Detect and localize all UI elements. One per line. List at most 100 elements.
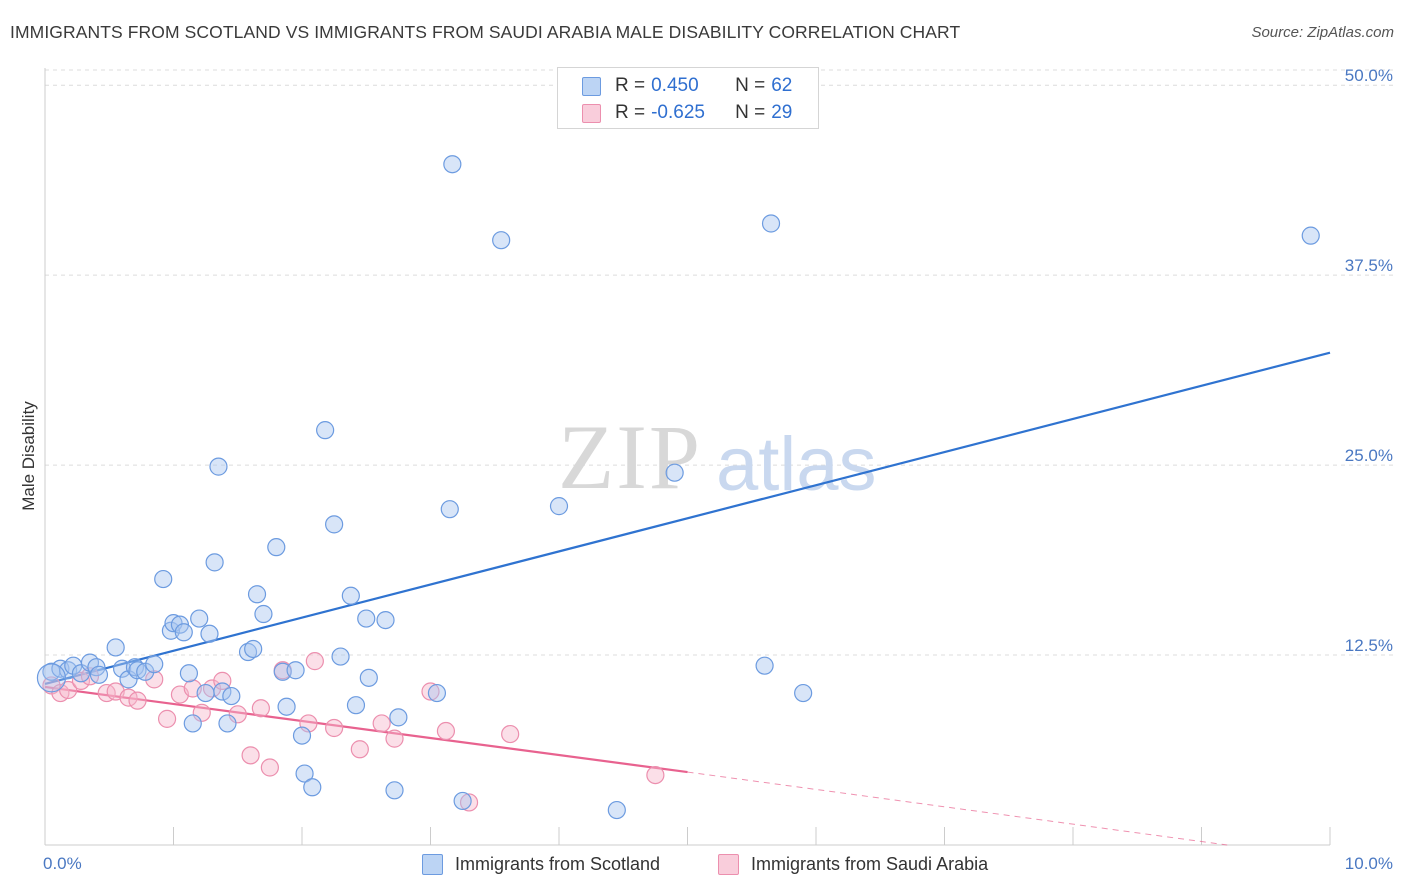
data-point-scotland — [218, 714, 237, 733]
data-point-saudi-arabia — [228, 705, 247, 724]
data-point-scotland — [549, 497, 569, 516]
data-point-scotland — [755, 656, 774, 675]
data-point-scotland — [154, 569, 173, 589]
data-point-scotland — [665, 463, 684, 482]
data-point-saudi-arabia — [385, 729, 404, 748]
data-point-scotland — [213, 682, 232, 701]
legend-r-label: R = — [615, 75, 646, 96]
data-point-saudi-arabia — [128, 691, 147, 710]
data-point-scotland — [492, 231, 511, 250]
source-label: Source: ZipAtlas.com — [1251, 24, 1394, 41]
data-point-scotland — [89, 665, 109, 684]
data-point-cluster-scotland — [36, 663, 67, 693]
data-point-scotland — [247, 585, 267, 604]
bottom-legend-scotland: Immigrants from Scotland — [422, 851, 660, 877]
data-point-scotland — [346, 696, 366, 715]
data-point-saudi-arabia — [372, 714, 391, 733]
data-point-scotland — [277, 697, 296, 716]
data-point-scotland — [453, 791, 472, 811]
data-point-scotland — [222, 686, 241, 706]
data-point-scotland — [794, 683, 813, 703]
data-point-scotland — [443, 155, 462, 174]
trend-line-scotland — [44, 351, 1331, 685]
correlation-legend: R = 0.450 N = 62 R = -0.625 N = 29 — [557, 67, 819, 129]
watermark-zip: ZIP — [558, 406, 702, 508]
x-tick-label-min: 0.0% — [43, 854, 82, 873]
data-point-scotland — [607, 800, 626, 820]
data-point-saudi-arabia — [305, 652, 324, 671]
data-point-scotland — [267, 538, 286, 557]
data-point-saudi-arabia — [59, 680, 78, 700]
data-point-scotland — [106, 638, 125, 657]
data-point-scotland — [200, 624, 219, 643]
data-point-saudi-arabia — [260, 758, 279, 777]
legend-row-saudi-arabia: R = -0.625 N = 29 — [582, 101, 792, 125]
data-point-saudi-arabia — [157, 709, 177, 728]
data-point-scotland — [238, 642, 258, 662]
data-point-scotland — [128, 661, 147, 680]
data-point-scotland — [389, 708, 408, 727]
data-point-saudi-arabia — [459, 793, 479, 812]
data-point-scotland — [179, 664, 199, 683]
data-point-scotland — [244, 639, 263, 659]
y-tick-label: 37.5% — [1345, 256, 1393, 275]
data-point-scotland — [190, 609, 209, 628]
y-axis-label: Male Disability — [19, 401, 38, 511]
y-tick-label: 12.5% — [1345, 636, 1393, 655]
data-point-saudi-arabia — [501, 724, 520, 744]
tick-labels: 12.5% 25.0% 37.5% 50.0% 0.0% 10.0% — [43, 66, 1393, 873]
legend-row-scotland: R = 0.450 N = 62 — [582, 74, 792, 98]
data-point-scotland — [385, 781, 404, 800]
data-point-scotland — [183, 714, 202, 733]
data-point-scotland — [196, 683, 215, 703]
bottom-legend-swatch-saudi-arabia — [718, 853, 739, 875]
legend-n-label: N = — [735, 102, 766, 123]
data-point-saudi-arabia — [251, 699, 270, 718]
chart-title: IMMIGRANTS FROM SCOTLAND VS IMMIGRANTS F… — [10, 22, 961, 42]
y-tick-label: 25.0% — [1345, 446, 1393, 465]
legend-r-value: -0.625 — [651, 102, 705, 123]
points-saudi-arabia — [42, 652, 665, 812]
data-point-scotland — [325, 515, 344, 534]
data-point-saudi-arabia — [325, 718, 344, 738]
data-point-scotland — [254, 604, 273, 624]
data-point-saudi-arabia — [421, 682, 440, 701]
data-point-scotland — [205, 553, 224, 572]
x-tick-label-max: 10.0% — [1345, 854, 1393, 873]
data-point-scotland — [164, 614, 183, 633]
legend-swatch-scotland — [582, 76, 601, 96]
bottom-legend-swatch-scotland — [422, 853, 443, 875]
data-point-saudi-arabia — [350, 740, 369, 759]
data-point-scotland — [761, 214, 781, 233]
axes — [44, 68, 1331, 846]
data-point-scotland — [292, 726, 312, 745]
points-scotland — [36, 155, 1320, 820]
data-point-scotland — [286, 661, 305, 680]
grid-lines — [45, 69, 1395, 656]
watermark: ZIP atlas — [558, 406, 877, 508]
data-point-scotland — [427, 683, 447, 703]
data-point-scotland — [209, 457, 228, 476]
data-point-saudi-arabia — [241, 746, 260, 765]
data-point-scotland — [1301, 226, 1320, 245]
data-point-saudi-arabia — [71, 671, 91, 690]
bottom-legend-label-saudi-arabia: Immigrants from Saudi Arabia — [751, 853, 989, 874]
bottom-legend-label-scotland: Immigrants from Scotland — [455, 853, 661, 874]
data-point-scotland — [331, 647, 350, 666]
legend-n-label: N = — [735, 75, 766, 96]
trend-line-saudi-arabia — [44, 685, 688, 774]
bottom-legend-saudi-arabia: Immigrants from Saudi Arabia — [718, 851, 988, 877]
legend-r-value: 0.450 — [651, 75, 699, 96]
trend-lines — [44, 351, 1331, 846]
data-point-scotland — [295, 764, 314, 783]
data-point-saudi-arabia — [646, 765, 665, 785]
y-tick-label: 50.0% — [1345, 66, 1393, 85]
data-point-scotland — [341, 586, 360, 605]
data-point-scotland — [357, 609, 376, 628]
data-point-saudi-arabia — [436, 721, 456, 741]
data-point-scotland — [125, 658, 145, 677]
data-point-scotland — [376, 610, 395, 630]
trend-line-saudi-arabia-extension — [687, 771, 1228, 846]
watermark-atlas: atlas — [716, 422, 877, 507]
